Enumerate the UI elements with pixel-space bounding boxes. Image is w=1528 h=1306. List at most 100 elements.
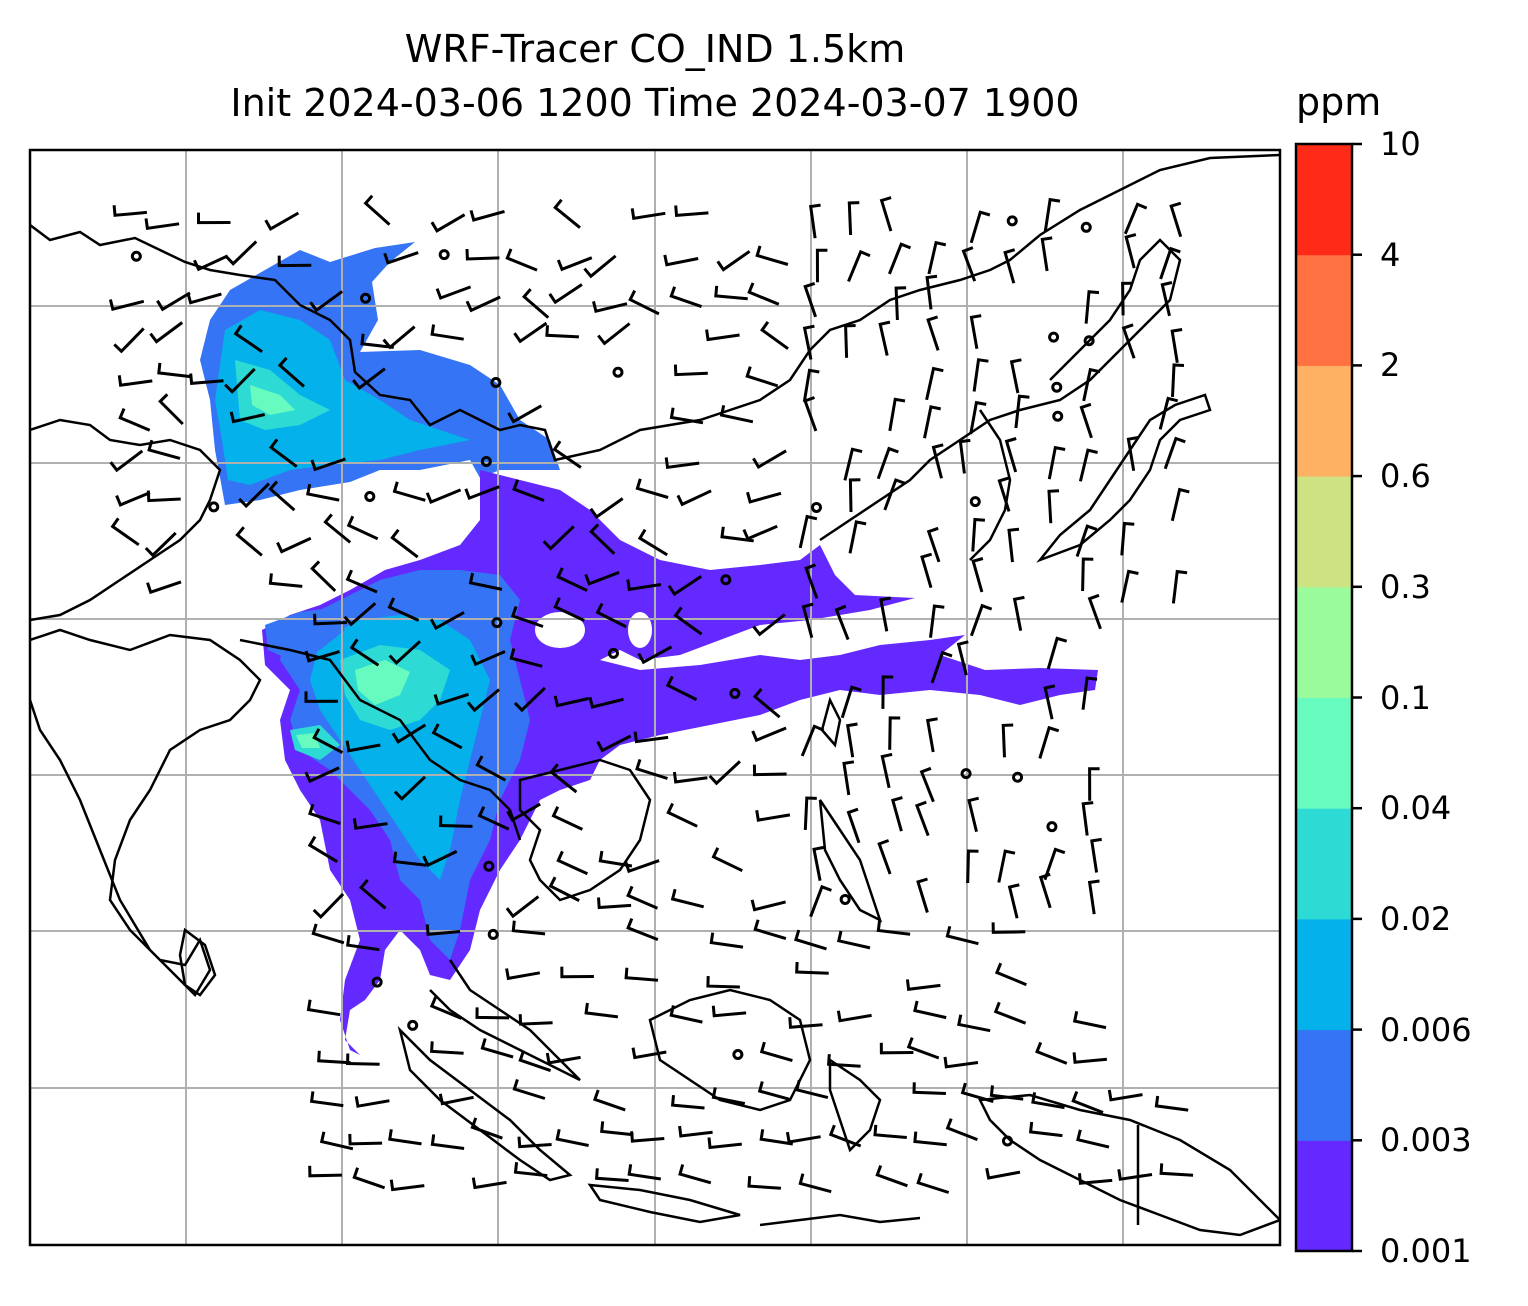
wind-barb bbox=[716, 250, 751, 272]
wind-barb bbox=[468, 572, 503, 591]
wind-barb bbox=[888, 242, 912, 275]
wind-barb bbox=[906, 1037, 940, 1060]
wind-barb bbox=[352, 818, 388, 830]
wind-barb bbox=[553, 695, 589, 708]
wind-barb bbox=[1038, 872, 1052, 909]
wind-barb bbox=[809, 203, 821, 239]
wind-barb bbox=[309, 1091, 344, 1108]
wind-barb bbox=[931, 443, 944, 479]
wind-barb bbox=[310, 560, 337, 592]
wind-barb bbox=[633, 731, 669, 744]
colorbar-tick-label: 0.006 bbox=[1380, 1010, 1472, 1049]
wind-barb bbox=[1081, 557, 1094, 592]
colorbar-swatch bbox=[1296, 254, 1352, 366]
wind-barb bbox=[667, 575, 703, 597]
wind-barb bbox=[545, 325, 579, 339]
wind-barb bbox=[1120, 569, 1139, 603]
wind-barb bbox=[431, 723, 463, 750]
colorbar-swatch bbox=[1296, 586, 1352, 698]
wind-barb bbox=[346, 934, 380, 952]
wind-barb bbox=[238, 482, 271, 509]
wind-barb bbox=[711, 1087, 746, 1106]
wind-barb bbox=[588, 696, 624, 709]
wind-barb bbox=[1170, 487, 1190, 522]
wind-barb bbox=[926, 315, 940, 351]
wind-barb bbox=[916, 877, 929, 913]
colorbar-swatch bbox=[1296, 144, 1352, 256]
wind-barb bbox=[1088, 767, 1100, 801]
wind-barb bbox=[277, 255, 312, 268]
wind-barb bbox=[785, 1131, 821, 1144]
wind-barb bbox=[229, 411, 266, 424]
wind-barb bbox=[927, 240, 947, 275]
wind-barb bbox=[943, 1056, 979, 1069]
border-central bbox=[30, 418, 222, 622]
wind-barb bbox=[742, 524, 778, 541]
wind-barb bbox=[110, 517, 140, 547]
wind-barb bbox=[115, 491, 151, 507]
wind-barb bbox=[144, 218, 180, 230]
wind-barb bbox=[596, 734, 632, 753]
wind-barb bbox=[800, 724, 825, 757]
colorbar-tick-label: 0.6 bbox=[1380, 457, 1431, 496]
calm-marker bbox=[720, 574, 732, 586]
wind-barb bbox=[1043, 197, 1061, 232]
wind-barb bbox=[556, 256, 593, 272]
coast-sumatra bbox=[397, 1025, 573, 1182]
wind-barb bbox=[506, 802, 541, 823]
wind-barb bbox=[626, 885, 659, 910]
wind-barb bbox=[923, 405, 941, 439]
wind-barb bbox=[751, 726, 787, 743]
colorbar-swatch bbox=[1296, 1140, 1352, 1252]
wind-barb bbox=[916, 1172, 950, 1194]
wind-barb bbox=[969, 603, 993, 637]
wind-barb bbox=[752, 687, 781, 719]
colorbar-tick-label: 0.003 bbox=[1380, 1121, 1472, 1160]
wind-barb bbox=[1009, 358, 1022, 394]
colorbar-swatch bbox=[1296, 476, 1352, 588]
colorbar-swatch bbox=[1296, 808, 1352, 920]
wind-barb bbox=[471, 1177, 507, 1190]
wind-barb bbox=[707, 1137, 742, 1150]
wind-barb bbox=[994, 962, 1027, 987]
wind-barb bbox=[912, 1082, 946, 1095]
wind-barb bbox=[552, 440, 582, 469]
colorbar-tick-label: 0.02 bbox=[1380, 899, 1452, 938]
wind-barb bbox=[1003, 248, 1016, 284]
wind-barb bbox=[548, 283, 583, 305]
wind-barb bbox=[888, 716, 901, 750]
wind-barb bbox=[597, 897, 632, 910]
wind-barb bbox=[277, 356, 305, 388]
wind-barb bbox=[268, 573, 303, 588]
wind-barb bbox=[628, 289, 660, 316]
wind-barb bbox=[545, 1052, 581, 1065]
wind-barb bbox=[802, 324, 815, 360]
colorbar-tick-label: 0.1 bbox=[1380, 678, 1431, 717]
wind-barb bbox=[837, 930, 871, 950]
wind-barb bbox=[592, 1089, 626, 1112]
wind-barb bbox=[843, 447, 863, 481]
wind-barb bbox=[945, 925, 979, 946]
plume-hole bbox=[628, 612, 652, 648]
wind-barb bbox=[753, 919, 787, 941]
wind-barb bbox=[1123, 202, 1148, 235]
wind-barb bbox=[709, 932, 744, 949]
wind-barb bbox=[560, 966, 594, 979]
wind-barb bbox=[627, 1164, 662, 1181]
wind-barb bbox=[804, 563, 819, 599]
wind-barb bbox=[631, 1047, 667, 1060]
wind-barb bbox=[755, 809, 791, 822]
wind-barb bbox=[993, 1001, 1027, 1025]
wind-barb bbox=[760, 321, 789, 350]
wind-barb bbox=[752, 613, 786, 637]
wind-barb bbox=[117, 375, 153, 387]
wind-barb bbox=[1154, 1095, 1189, 1112]
wind-barb bbox=[880, 752, 893, 789]
wind-barb bbox=[714, 285, 748, 301]
colorbar-swatch bbox=[1296, 697, 1352, 809]
coast-malay bbox=[429, 959, 581, 1082]
wind-barb bbox=[422, 850, 458, 868]
wind-barb bbox=[719, 404, 754, 424]
wind-barb bbox=[1078, 1173, 1113, 1185]
wind-barb bbox=[945, 1118, 978, 1141]
